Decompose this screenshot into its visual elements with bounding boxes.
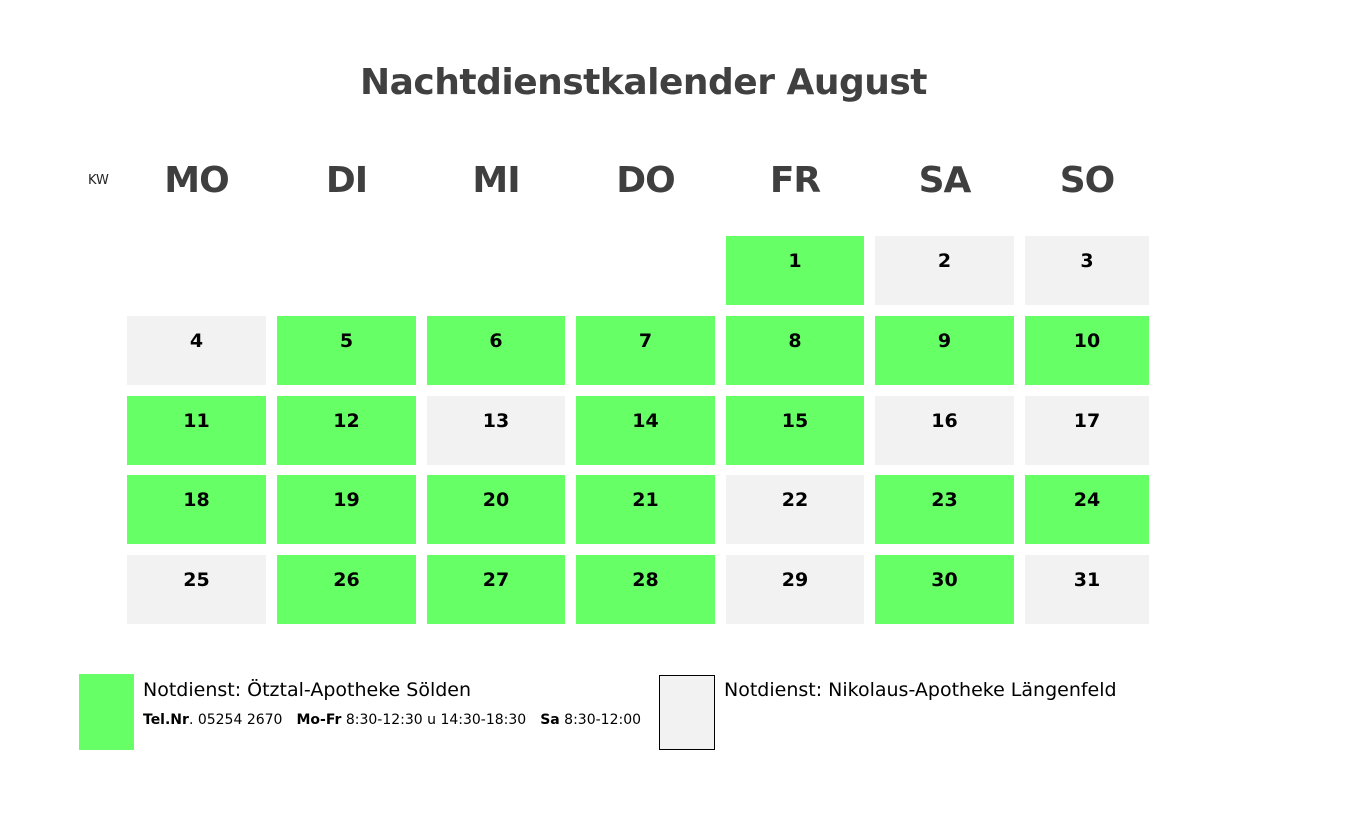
day-number: 15	[781, 410, 809, 432]
day-number: 21	[632, 489, 659, 511]
day-number: 11	[183, 410, 210, 432]
weekday-header: DO	[616, 160, 676, 201]
day-number: 20	[482, 489, 510, 511]
calendar-day-cell: 18	[127, 475, 266, 544]
day-number: 12	[333, 410, 360, 432]
calendar-day-cell: 9	[875, 316, 1014, 385]
weekday-hours-value: 8:30-12:30 u 14:30-18:30	[341, 712, 527, 728]
calendar-day-cell: 15	[726, 396, 864, 465]
legend-swatch-grey	[659, 675, 715, 750]
weekday-header: MI	[472, 160, 520, 201]
weekday-header: SO	[1059, 160, 1116, 201]
day-number: 19	[333, 489, 360, 511]
calendar-day-cell: 31	[1025, 555, 1149, 624]
day-number: 6	[489, 330, 503, 352]
tel-value: . 05254 2670	[188, 712, 283, 728]
calendar-day-cell: 28	[576, 555, 715, 624]
weekday-header: DI	[325, 160, 368, 201]
day-number: 29	[781, 569, 809, 591]
saturday-hours-value: 8:30-12:00	[559, 712, 642, 728]
calendar-day-cell: 2	[875, 236, 1014, 305]
legend-title-green: Notdienst: Ötztal-Apotheke Sölden	[143, 679, 472, 701]
calendar-day-cell: 25	[127, 555, 266, 624]
day-number: 28	[632, 569, 659, 591]
day-number: 3	[1080, 250, 1094, 272]
calendar-day-cell: 23	[875, 475, 1014, 544]
day-number: 22	[781, 489, 809, 511]
day-number: 23	[931, 489, 958, 511]
weekday-header: SA	[918, 160, 972, 201]
day-number: 4	[189, 330, 204, 352]
calendar-day-cell: 24	[1025, 475, 1149, 544]
calendar-day-cell: 17	[1025, 396, 1149, 465]
day-number: 25	[183, 569, 210, 591]
calendar-week-label: KW	[88, 173, 109, 188]
day-number: 13	[482, 410, 510, 432]
day-number: 8	[788, 330, 802, 352]
day-number: 18	[183, 489, 210, 511]
calendar-day-cell: 8	[726, 316, 864, 385]
calendar-day-cell: 27	[427, 555, 565, 624]
calendar-day-cell: 6	[427, 316, 565, 385]
calendar-day-cell: 16	[875, 396, 1014, 465]
calendar-day-cell: 5	[277, 316, 416, 385]
calendar-day-cell: 11	[127, 396, 266, 465]
calendar-day-cell: 19	[277, 475, 416, 544]
weekday-header: FR	[769, 160, 821, 201]
day-number: 14	[632, 410, 659, 432]
day-number: 30	[931, 569, 958, 591]
calendar-day-cell: 1	[726, 236, 864, 305]
calendar-day-cell: 21	[576, 475, 715, 544]
day-number: 31	[1073, 569, 1101, 591]
calendar-day-cell: 29	[726, 555, 864, 624]
calendar-day-cell: 20	[427, 475, 565, 544]
day-number: 10	[1073, 330, 1101, 352]
day-number: 26	[333, 569, 360, 591]
legend-title-grey: Notdienst: Nikolaus-Apotheke Längenfeld	[724, 679, 1117, 701]
calendar-day-cell: 3	[1025, 236, 1149, 305]
weekday-header: MO	[164, 160, 229, 201]
calendar-day-cell: 22	[726, 475, 864, 544]
day-number: 1	[788, 250, 802, 272]
day-number: 27	[482, 569, 510, 591]
calendar-day-cell: 4	[127, 316, 266, 385]
day-number: 9	[937, 330, 952, 352]
legend-info-green: Tel.Nr. 05254 2670 Mo-Fr 8:30-12:30 u 14:…	[143, 712, 641, 728]
day-number: 24	[1073, 489, 1101, 511]
tel-label: Tel.Nr	[143, 712, 189, 728]
day-number: 5	[339, 330, 354, 352]
day-number: 7	[638, 330, 653, 352]
calendar-day-cell: 7	[576, 316, 715, 385]
day-number: 17	[1073, 410, 1101, 432]
day-number: 16	[931, 410, 958, 432]
calendar-day-cell: 30	[875, 555, 1014, 624]
calendar-day-cell: 12	[277, 396, 416, 465]
day-number: 2	[937, 250, 952, 272]
calendar-day-cell: 10	[1025, 316, 1149, 385]
calendar-day-cell: 13	[427, 396, 565, 465]
weekday-hours-label: Mo-Fr	[296, 712, 342, 728]
legend-swatch-green	[79, 674, 134, 750]
calendar-day-cell: 14	[576, 396, 715, 465]
page-title: Nachtdienstkalender August	[360, 62, 928, 103]
saturday-hours-label: Sa	[540, 712, 560, 728]
calendar-day-cell: 26	[277, 555, 416, 624]
